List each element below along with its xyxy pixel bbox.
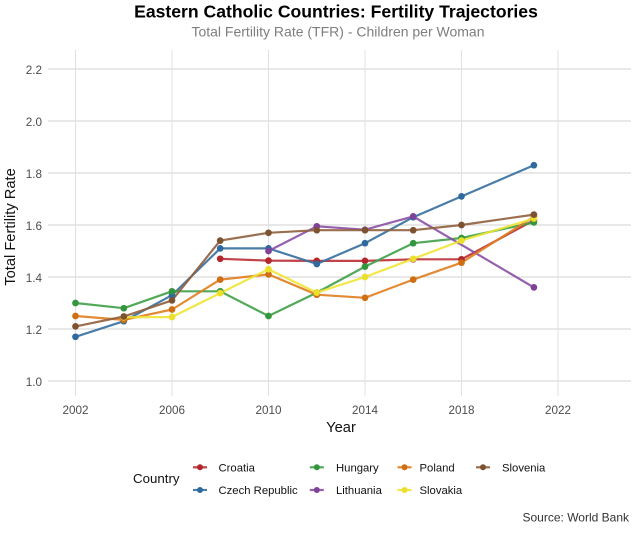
svg-text:2018: 2018 (448, 404, 474, 417)
svg-text:Slovenia: Slovenia (502, 463, 546, 475)
svg-text:Eastern Catholic Countries: Fe: Eastern Catholic Countries: Fertility Tr… (134, 2, 538, 22)
svg-text:2014: 2014 (352, 404, 379, 417)
svg-text:2006: 2006 (159, 404, 185, 417)
svg-text:Total Fertility Rate (TFR) - C: Total Fertility Rate (TFR) - Children pe… (191, 23, 484, 39)
svg-text:Country: Country (133, 471, 180, 486)
svg-text:Slovakia: Slovakia (420, 485, 463, 497)
svg-text:2002: 2002 (62, 404, 88, 417)
svg-text:1.6: 1.6 (26, 220, 42, 233)
svg-text:Czech Republic: Czech Republic (219, 485, 298, 497)
svg-text:Croatia: Croatia (219, 463, 256, 475)
svg-text:Total Fertility Rate: Total Fertility Rate (3, 168, 19, 286)
svg-text:1.8: 1.8 (26, 168, 42, 181)
svg-text:1.2: 1.2 (26, 324, 42, 337)
svg-text:Year: Year (326, 420, 356, 436)
svg-text:2022: 2022 (545, 404, 571, 417)
svg-text:1.0: 1.0 (26, 376, 43, 389)
svg-text:2.0: 2.0 (26, 116, 43, 129)
svg-text:2010: 2010 (255, 404, 282, 417)
svg-text:Hungary: Hungary (336, 463, 379, 475)
svg-text:Source: World Bank: Source: World Bank (523, 511, 630, 525)
svg-text:1.4: 1.4 (26, 272, 43, 285)
svg-text:2.2: 2.2 (26, 64, 42, 77)
svg-text:Poland: Poland (420, 463, 455, 475)
svg-text:Lithuania: Lithuania (336, 485, 383, 497)
